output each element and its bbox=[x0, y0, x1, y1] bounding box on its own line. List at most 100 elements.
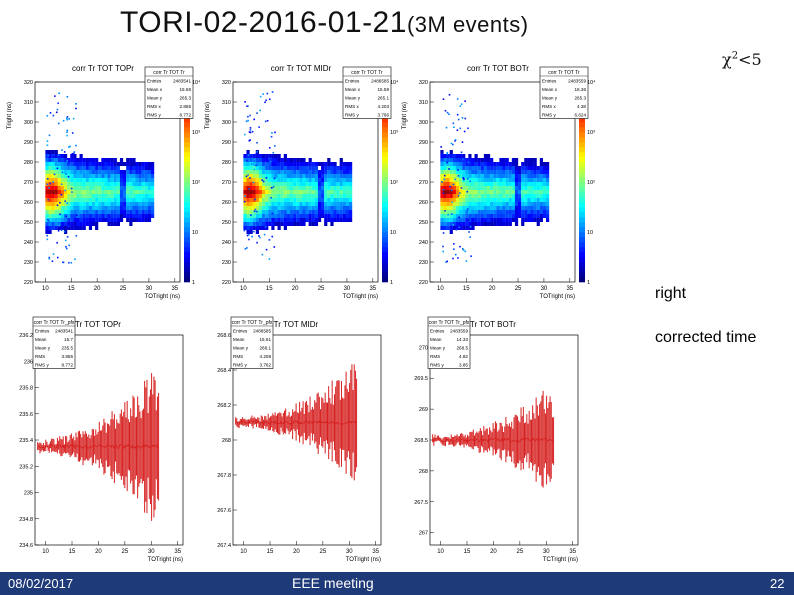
heatmap-outlier bbox=[72, 117, 75, 120]
heatmap-cell bbox=[308, 210, 312, 214]
heatmap-outlier bbox=[268, 258, 271, 260]
heatmap-cell bbox=[76, 162, 80, 166]
heatmap-cell bbox=[57, 182, 61, 186]
heatmap-cell bbox=[262, 198, 266, 202]
heatmap-outlier bbox=[66, 96, 69, 98]
heatmap-cell bbox=[258, 222, 263, 226]
heatmap-cell bbox=[527, 162, 531, 166]
heatmap-cell bbox=[462, 194, 466, 198]
heatmap-cell bbox=[113, 166, 117, 170]
heatmap-cell bbox=[147, 214, 152, 218]
heatmap-cell bbox=[524, 162, 528, 166]
heatmap-cell bbox=[54, 218, 58, 222]
heatmap-cell bbox=[283, 182, 287, 186]
heatmap-cell bbox=[471, 218, 475, 222]
heatmap-cell bbox=[449, 198, 453, 202]
heatmap-cell bbox=[546, 178, 550, 182]
heatmap-cell bbox=[452, 190, 456, 194]
heatmap-cell bbox=[333, 198, 337, 202]
heatmap-cell bbox=[349, 178, 353, 182]
heatmap-outlier bbox=[65, 245, 67, 248]
footer-bar bbox=[0, 572, 794, 595]
heatmap-cell bbox=[496, 190, 500, 194]
x-tick-label: 10 bbox=[42, 286, 49, 292]
profile-line bbox=[96, 445, 99, 448]
heatmap-cell bbox=[314, 206, 319, 210]
heatmap-cell bbox=[132, 182, 136, 186]
heatmap-cell bbox=[289, 218, 294, 222]
heatmap-outlier bbox=[62, 119, 65, 122]
heatmap-cell bbox=[252, 214, 256, 218]
heatmap-cell bbox=[98, 194, 102, 198]
heatmap-cell bbox=[107, 178, 111, 182]
y-axis-label: Tright (ns) bbox=[7, 102, 13, 129]
heatmap-cell bbox=[299, 162, 303, 166]
heatmap-cell bbox=[138, 166, 142, 170]
heatmap-cell bbox=[274, 222, 278, 226]
heatmap-cell bbox=[342, 182, 346, 186]
x-tick-label: 25 bbox=[517, 549, 524, 555]
heatmap-cell bbox=[119, 174, 124, 178]
heatmap-cell bbox=[524, 202, 528, 206]
heatmap-outlier bbox=[259, 109, 261, 112]
heatmap-outlier bbox=[271, 91, 274, 93]
y-tick-label: 268.4 bbox=[217, 368, 231, 374]
y-tick-label: 268.2 bbox=[217, 403, 231, 409]
heatmap-cell bbox=[333, 178, 337, 182]
heatmap-cell bbox=[107, 162, 111, 166]
heatmap-cell bbox=[345, 182, 350, 186]
heatmap-cell bbox=[274, 182, 278, 186]
heatmap-cell bbox=[54, 178, 58, 182]
y-tick-label: 320 bbox=[222, 80, 231, 86]
heatmap-cell bbox=[289, 202, 294, 206]
heatmap-outlier bbox=[457, 217, 460, 219]
colorbar-segment bbox=[579, 277, 585, 283]
heatmap-cell bbox=[126, 202, 130, 206]
profile-line bbox=[328, 422, 331, 424]
heatmap-cell bbox=[147, 170, 152, 174]
heatmap-cell bbox=[289, 190, 294, 194]
heatmap-cell bbox=[48, 198, 52, 202]
heatmap-cell bbox=[110, 198, 114, 202]
heatmap-cell bbox=[333, 186, 337, 190]
stats-value: 3.762 bbox=[260, 363, 272, 368]
heatmap-cell bbox=[243, 226, 247, 230]
heatmap-cell bbox=[502, 210, 506, 214]
heatmap-cell bbox=[505, 170, 509, 174]
heatmap-outlier bbox=[263, 233, 266, 236]
heatmap-cell bbox=[440, 158, 444, 162]
heatmap-cell bbox=[502, 174, 506, 178]
colorbar-segment bbox=[579, 152, 585, 158]
heatmap-cell bbox=[317, 170, 322, 174]
heatmap-cell bbox=[95, 214, 99, 218]
heatmap-cell bbox=[135, 202, 139, 206]
heatmap-cell bbox=[255, 174, 259, 178]
heatmap-cell bbox=[64, 210, 68, 214]
heatmap-outlier bbox=[261, 253, 264, 256]
heatmap-cell bbox=[302, 190, 306, 194]
colorbar-segment bbox=[579, 197, 585, 203]
x-tick-label: 35 bbox=[174, 549, 181, 555]
profile-line bbox=[520, 438, 523, 440]
heatmap-cell bbox=[249, 190, 253, 194]
heatmap-cell bbox=[449, 150, 453, 154]
heatmap-cell bbox=[530, 206, 534, 210]
heatmap-cell bbox=[67, 202, 71, 206]
heatmap-cell bbox=[258, 186, 263, 190]
heatmap-outlier bbox=[441, 153, 444, 155]
heatmap-cell bbox=[502, 182, 506, 186]
heatmap-cell bbox=[299, 182, 303, 186]
heatmap-cell bbox=[530, 174, 534, 178]
heatmap-cell bbox=[533, 166, 537, 170]
heatmap-cell bbox=[76, 210, 80, 214]
heatmap-cell bbox=[129, 186, 133, 190]
heatmap-cell bbox=[299, 218, 303, 222]
heatmap-cell bbox=[530, 214, 534, 218]
heatmap-cell bbox=[477, 162, 481, 166]
stats-value: 265.3 bbox=[575, 96, 587, 101]
profile-line bbox=[280, 420, 283, 425]
heatmap-cell bbox=[327, 206, 331, 210]
heatmap-outlier bbox=[449, 185, 451, 188]
heatmap-cell bbox=[449, 210, 453, 214]
heatmap-cell bbox=[299, 178, 303, 182]
